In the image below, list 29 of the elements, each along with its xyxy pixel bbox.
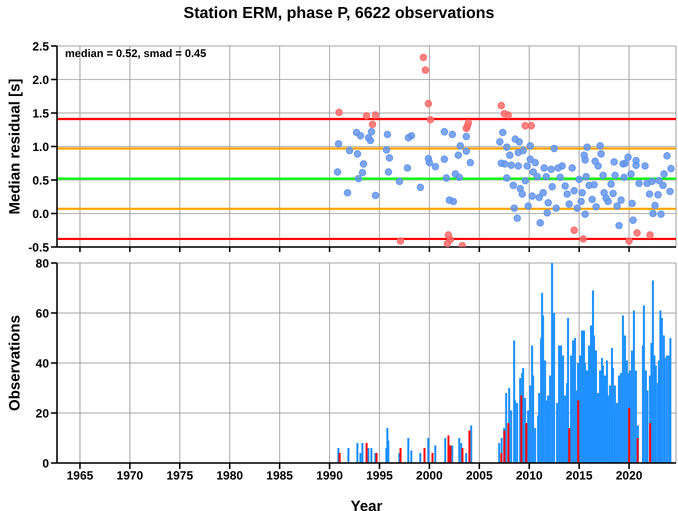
- x-tick-label: 1980: [216, 468, 244, 483]
- y-tick-label: 60: [36, 306, 50, 320]
- x-tick-label: 2000: [416, 468, 444, 483]
- y-tick-label: 0.5: [32, 173, 50, 188]
- y-tick-label: -0.5: [28, 240, 50, 254]
- y-tick-label: 1.5: [32, 106, 50, 120]
- y-axis-title: Observations: [6, 315, 24, 411]
- x-axis-title: Year: [350, 498, 383, 511]
- y-tick-label: 80: [36, 256, 50, 270]
- y-tick-label: 2.0: [32, 72, 50, 87]
- x-tick-label: 2015: [566, 468, 593, 483]
- annotation: median = 0.52, smad = 0.45: [65, 48, 206, 60]
- x-tick-label: 1965: [66, 468, 94, 483]
- y-tick-label: 2.5: [32, 39, 50, 54]
- y-axis-title: Median residual [s]: [6, 78, 24, 214]
- x-tick-label: 1995: [366, 468, 394, 483]
- chart-title: Station ERM, phase P, 6622 observations: [182, 5, 496, 23]
- y-tick-label: 40: [36, 356, 50, 370]
- y-tick-label: 0.0: [32, 206, 50, 221]
- x-tick-label: 1970: [116, 468, 144, 483]
- x-tick-label: 1975: [166, 468, 194, 483]
- x-tick-label: 1985: [266, 468, 294, 483]
- y-tick-label: 0: [42, 456, 50, 470]
- y-tick-label: 20: [36, 406, 50, 420]
- x-tick-label: 2010: [516, 468, 543, 483]
- x-tick-label: 2020: [616, 468, 643, 483]
- y-tick-label: 1.0: [32, 140, 50, 154]
- x-tick-label: 1990: [316, 468, 344, 483]
- x-tick-label: 2005: [466, 468, 493, 483]
